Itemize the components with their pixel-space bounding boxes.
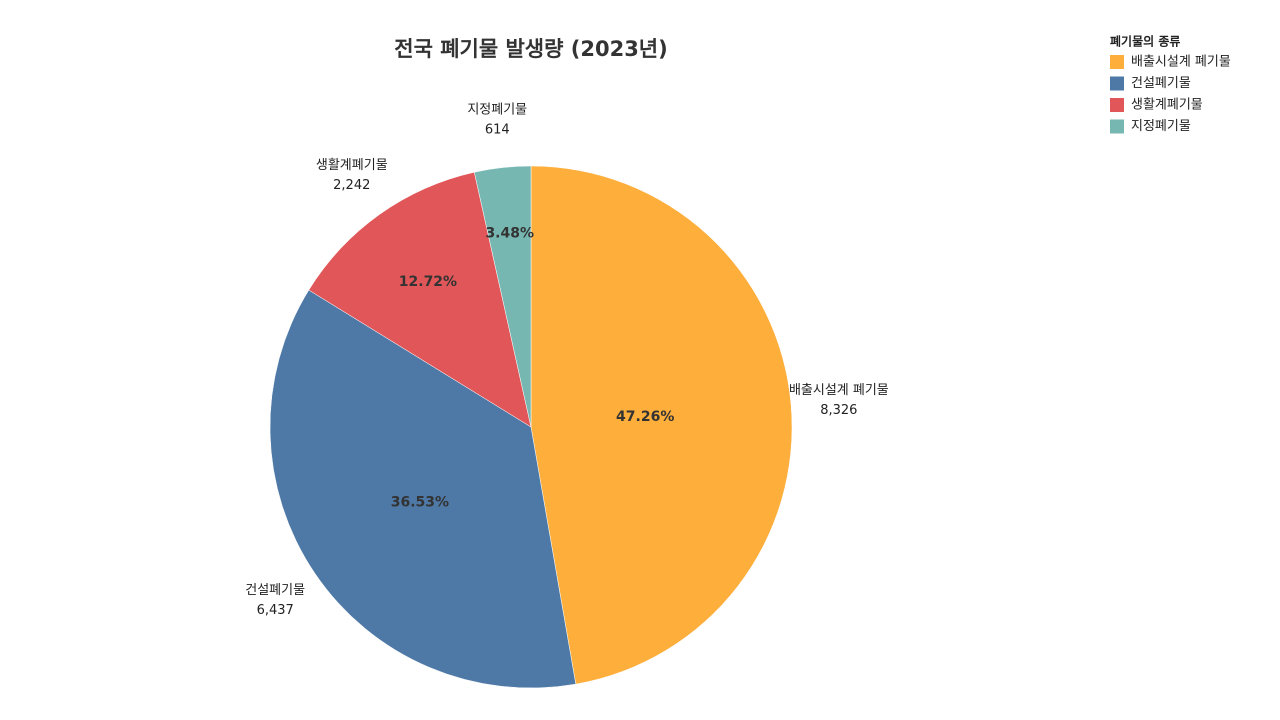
percent-label: 12.72% — [399, 274, 457, 290]
slice-value-label: 6,437 — [257, 603, 294, 618]
pie-slice — [474, 165, 532, 428]
chart-title: 전국 폐기물 발생량 (2023년) — [394, 37, 667, 61]
slice-name-label: 건설폐기물 — [245, 583, 305, 598]
legend-label: 배출시설계 폐기물 — [1131, 55, 1231, 70]
legend-swatch — [1110, 98, 1124, 112]
percent-label: 47.26% — [616, 409, 674, 425]
slice-value-label: 8,326 — [820, 403, 857, 418]
percent-label: 3.48% — [485, 226, 534, 242]
slice-value-label: 2,242 — [333, 178, 370, 193]
legend-swatch — [1110, 55, 1124, 69]
pie-slice — [269, 289, 577, 689]
pie-slice — [530, 165, 793, 685]
legend-label: 건설폐기물 — [1131, 76, 1191, 91]
slice-value-label: 614 — [485, 122, 510, 137]
slice-name-label: 배출시설계 폐기물 — [789, 383, 889, 398]
slice-name-label: 지정폐기물 — [467, 102, 527, 117]
legend-label: 지정폐기물 — [1131, 119, 1191, 134]
legend-swatch — [1110, 76, 1124, 91]
legend-swatch — [1110, 119, 1124, 134]
pie-slice — [308, 171, 532, 428]
legend-title: 폐기물의 종류 — [1110, 34, 1180, 49]
legend-label: 생활계폐기물 — [1131, 98, 1203, 113]
percent-label: 36.53% — [391, 494, 449, 510]
slice-name-label: 생활계폐기물 — [316, 158, 388, 173]
